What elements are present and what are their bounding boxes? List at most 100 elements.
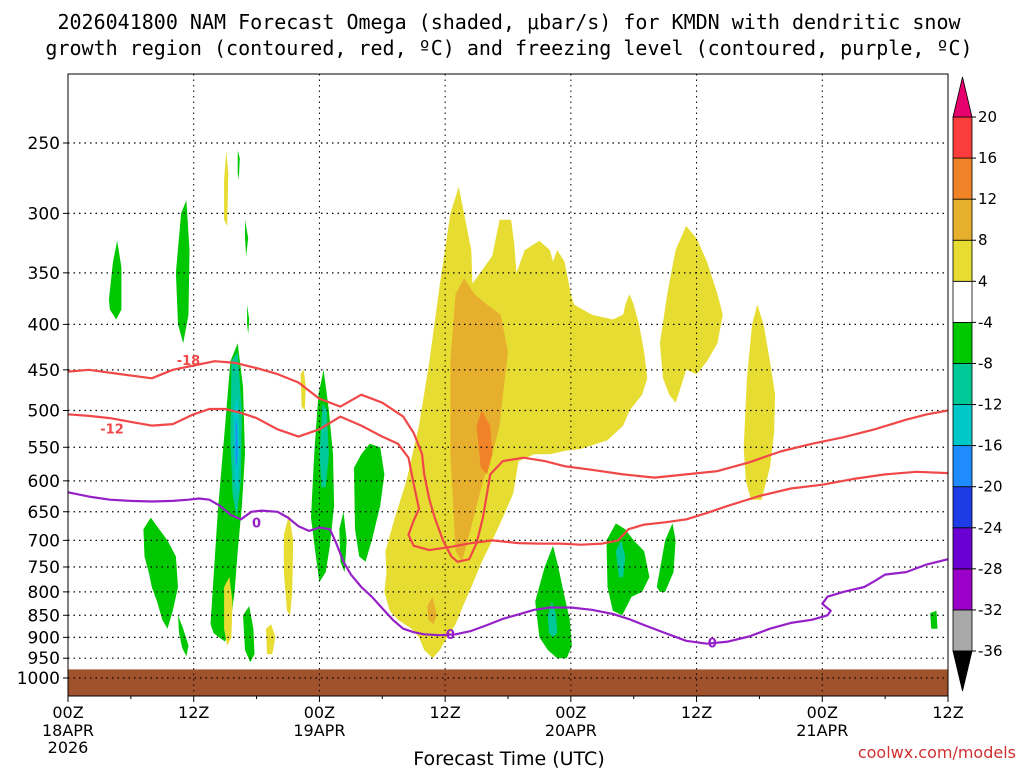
omega-region-28 [547, 601, 558, 638]
colorbar-label-4: -20 [978, 478, 1003, 496]
omega-region-11 [235, 418, 238, 468]
omega-region-15 [283, 514, 294, 616]
colorbar-label-9: 4 [978, 272, 988, 290]
y-tick-label-7: 600 [28, 472, 60, 492]
y-tick-label-10: 750 [28, 558, 60, 578]
omega-region-2 [224, 150, 229, 226]
x-date-label-6-0: 21APR [796, 721, 848, 740]
y-tick-label-5: 500 [28, 402, 60, 422]
x-date-label-0-0: 18APR [42, 721, 94, 740]
colorbar-swatch-8 [952, 280, 973, 323]
chart-title-line-2: growth region (contoured, red, ºC) and f… [45, 36, 972, 60]
colorbar-swatch-0 [952, 609, 973, 652]
y-tick-label-8: 650 [28, 503, 60, 523]
y-tick-label-12: 850 [28, 606, 60, 626]
x-tick-label-7: 12Z [932, 703, 963, 722]
x-date-label-0-1: 2026 [48, 738, 89, 757]
contour-line-0 [68, 360, 948, 563]
colorbar-label-3: -24 [978, 519, 1003, 537]
x-tick-label-6: 00Z [807, 703, 838, 722]
temperature-contours: -18 -12 0 0 0 [68, 354, 948, 652]
colorbar-swatch-4 [952, 445, 973, 488]
pressure-axis: 2503003504004505005506006507007508008509… [17, 134, 68, 689]
colorbar-label-7: -8 [978, 354, 993, 372]
colorbar-swatch-11 [952, 157, 973, 200]
omega-region-12 [224, 577, 233, 646]
omega-region-13 [243, 606, 255, 663]
colorbar-swatch-3 [952, 486, 973, 529]
omega-region-6 [143, 517, 178, 629]
y-tick-label-3: 400 [28, 315, 60, 335]
colorbar-swatch-12 [952, 116, 973, 159]
y-tick-label-2: 350 [28, 264, 60, 284]
omega-region-4 [245, 219, 249, 256]
y-tick-label-14: 950 [28, 649, 60, 669]
omega-region-25 [659, 226, 723, 403]
colorbar-swatch-9 [952, 239, 973, 282]
omega-region-20 [354, 443, 385, 562]
omega-region-3 [237, 150, 240, 180]
omega-region-27 [535, 545, 572, 659]
y-tick-label-4: 450 [28, 361, 60, 381]
contour-label-2-2: 0 [252, 516, 261, 531]
chart-title-line-1: 2026041800 NAM Forecast Omega (shaded, μ… [57, 10, 961, 34]
colorbar-label-5: -16 [978, 437, 1003, 455]
omega-shading-layer [108, 150, 938, 663]
contour-label-2-0: 0 [446, 628, 455, 643]
colorbar-label-10: 8 [978, 231, 988, 249]
x-tick-label-4: 00Z [555, 703, 586, 722]
y-tick-label-9: 700 [28, 531, 60, 551]
colorbar-swatch-7 [952, 321, 973, 364]
y-tick-label-0: 250 [28, 134, 60, 154]
omega-region-0 [108, 240, 122, 320]
contour-label-0-0: -18 [177, 354, 201, 369]
omega-region-31 [656, 523, 676, 592]
x-tick-label-3: 12Z [429, 703, 460, 722]
omega-region-30 [615, 540, 626, 578]
colorbar-swatch-10 [952, 198, 973, 241]
omega-region-18 [300, 369, 306, 411]
omega-region-21 [384, 186, 648, 659]
colorbar-label-11: 12 [978, 190, 997, 208]
omega-region-5 [247, 304, 250, 334]
omega-region-7 [178, 615, 189, 657]
gridlines [68, 74, 948, 696]
omega-region-1 [175, 200, 190, 344]
omega-region-32 [930, 610, 938, 629]
contour-label-2-1: 0 [708, 637, 717, 652]
omega-region-14 [266, 624, 276, 655]
x-axis-title: Forecast Time (UTC) [413, 748, 604, 768]
x-tick-label-0: 00Z [52, 703, 83, 722]
y-tick-label-11: 800 [28, 583, 60, 603]
x-date-label-4-0: 20APR [545, 721, 597, 740]
y-tick-label-6: 550 [28, 438, 60, 458]
x-tick-label-5: 12Z [681, 703, 712, 722]
x-tick-label-1: 12Z [178, 703, 209, 722]
colorbar-label-0: -36 [978, 642, 1003, 660]
colorbar: -36 -32 -28 -24 -20 -16 -12 -8 -4 4 8 12 16 20 [952, 76, 1003, 692]
credit-text: coolwx.com/models [858, 743, 1016, 762]
colorbar-swatch-6 [952, 363, 973, 405]
colorbar-label-8: -4 [978, 313, 993, 331]
colorbar-label-2: -28 [978, 560, 1003, 578]
contour-line-2 [68, 491, 948, 645]
omega-region-23 [476, 410, 493, 475]
ground-surface [68, 669, 948, 696]
y-tick-label-15: 1000 [17, 669, 60, 689]
contour-line-1 [68, 407, 948, 552]
x-tick-label-2: 00Z [304, 703, 335, 722]
x-date-label-2-0: 19APR [293, 721, 345, 740]
colorbar-swatch-1 [952, 568, 973, 611]
y-tick-label-13: 900 [28, 628, 60, 648]
contour-label-1-0: -12 [100, 422, 124, 437]
colorbar-label-12: 16 [978, 149, 997, 167]
colorbar-swatch-2 [952, 527, 973, 570]
omega-region-24 [427, 596, 437, 625]
colorbar-over-arrow [952, 76, 973, 118]
colorbar-label-1: -32 [978, 601, 1003, 619]
colorbar-label-13: 20 [978, 108, 997, 126]
y-tick-label-1: 300 [28, 204, 60, 224]
omega-region-26 [743, 304, 776, 500]
colorbar-under-arrow [952, 650, 973, 692]
